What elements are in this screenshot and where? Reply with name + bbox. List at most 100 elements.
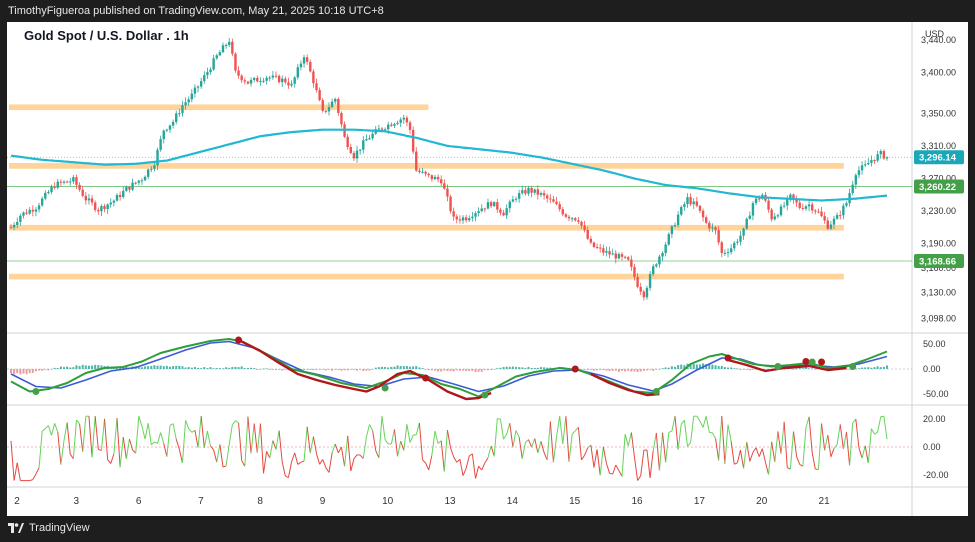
macd-bar (306, 369, 309, 370)
oscillator-segment (135, 416, 140, 454)
oscillator-segment (266, 451, 271, 459)
macd-bar (801, 368, 804, 370)
oscillator-segment (842, 431, 847, 449)
macd-bar (745, 369, 748, 370)
time-axis-label: 13 (444, 496, 456, 507)
oscillator-segment (774, 431, 779, 463)
macd-bar (639, 369, 642, 372)
oscillator-segment (559, 416, 564, 444)
macd-bar (359, 369, 362, 370)
candle-body (676, 214, 680, 226)
macd-bar (611, 369, 614, 371)
oscillator-segment (696, 415, 701, 422)
candle-body (814, 210, 817, 212)
oscillator-segment (381, 416, 386, 440)
oscillator-segment (459, 459, 464, 476)
candle-body (40, 198, 44, 206)
candle-body (580, 221, 583, 226)
macd-cross-dot (818, 358, 826, 366)
macd-bar (518, 367, 521, 369)
oscillator-segment (322, 459, 327, 468)
macd-bar (480, 369, 483, 372)
candle-body (804, 206, 808, 209)
candle-body (387, 124, 390, 130)
oscillator-segment (855, 419, 860, 448)
candle-body (224, 44, 228, 46)
oscillator-segment (874, 431, 878, 435)
macd-bar (427, 369, 430, 371)
oscillator-segment (228, 424, 233, 445)
macd-bar (530, 367, 533, 369)
candle-body (505, 208, 508, 216)
candle-body (832, 218, 836, 225)
support-resistance-zone (9, 224, 844, 231)
candle-body (870, 160, 873, 163)
candle-body (704, 217, 708, 223)
oscillator-segment (584, 447, 589, 456)
candle-body (377, 128, 381, 130)
macd-bar (449, 369, 452, 372)
candle-body (860, 165, 864, 171)
candle-body (427, 173, 430, 176)
macd-bar (153, 365, 156, 369)
oscillator-segment (337, 446, 342, 454)
oscillator-segment (858, 447, 863, 459)
chart-area[interactable]: USD 3,440.00 3,400.00 3,350.00 3,310.00 3,270… (7, 22, 968, 516)
oscillator-segment (63, 422, 68, 441)
candle-body (106, 204, 109, 210)
macd-bar (655, 369, 658, 370)
candle-body (271, 75, 275, 78)
macd-bar (256, 368, 259, 370)
oscillator-segment (225, 444, 230, 466)
oscillator-segment (100, 418, 106, 451)
candle-body (630, 259, 633, 267)
candle-body (203, 75, 206, 82)
macd-bar (274, 369, 277, 371)
candle-body (733, 242, 736, 249)
macd-bar (281, 369, 284, 371)
macd-bar (596, 369, 599, 371)
oscillator-segment (409, 434, 414, 443)
oscillator-segment (503, 433, 508, 440)
candle-body (358, 149, 362, 151)
macd-bar (433, 369, 436, 371)
candle-body (645, 287, 649, 298)
macd-bar (356, 369, 359, 371)
candle-body (296, 67, 300, 78)
macd-bar (440, 369, 443, 372)
candle-body (873, 160, 876, 162)
candle-body (346, 136, 349, 148)
oscillator-segment (805, 416, 810, 428)
macd-bar (499, 367, 502, 369)
oscillator-segment (506, 423, 511, 435)
candle-body (449, 196, 452, 212)
oscillator-segment (72, 420, 77, 459)
tradingview-logo[interactable]: TradingView (8, 522, 90, 534)
oscillator-segment (864, 445, 869, 464)
oscillator-segment (443, 430, 448, 472)
macd-bar (720, 365, 723, 369)
macd-bar (867, 367, 870, 369)
macd-bar (340, 369, 343, 371)
support-resistance-zone (9, 273, 844, 280)
macd-bar (324, 369, 327, 371)
candle-body (801, 207, 805, 209)
candle-body (786, 198, 789, 206)
oscillator-segment (637, 475, 642, 481)
oscillator-segment (612, 464, 617, 475)
oscillator-segment (593, 449, 598, 468)
candles (9, 38, 889, 301)
price-tick-label: 3,098.00 (921, 313, 956, 323)
oscillator-segment (739, 449, 745, 469)
oscillator-segment (160, 432, 165, 444)
candle-body (287, 82, 290, 86)
oscillator-segment (655, 432, 660, 471)
candle-body (539, 193, 543, 195)
candle-body (795, 199, 798, 203)
candle-body (72, 177, 75, 182)
candle-body (265, 77, 268, 81)
macd-bar (203, 367, 206, 369)
macd-bar (212, 368, 215, 370)
candle-body (231, 41, 234, 54)
